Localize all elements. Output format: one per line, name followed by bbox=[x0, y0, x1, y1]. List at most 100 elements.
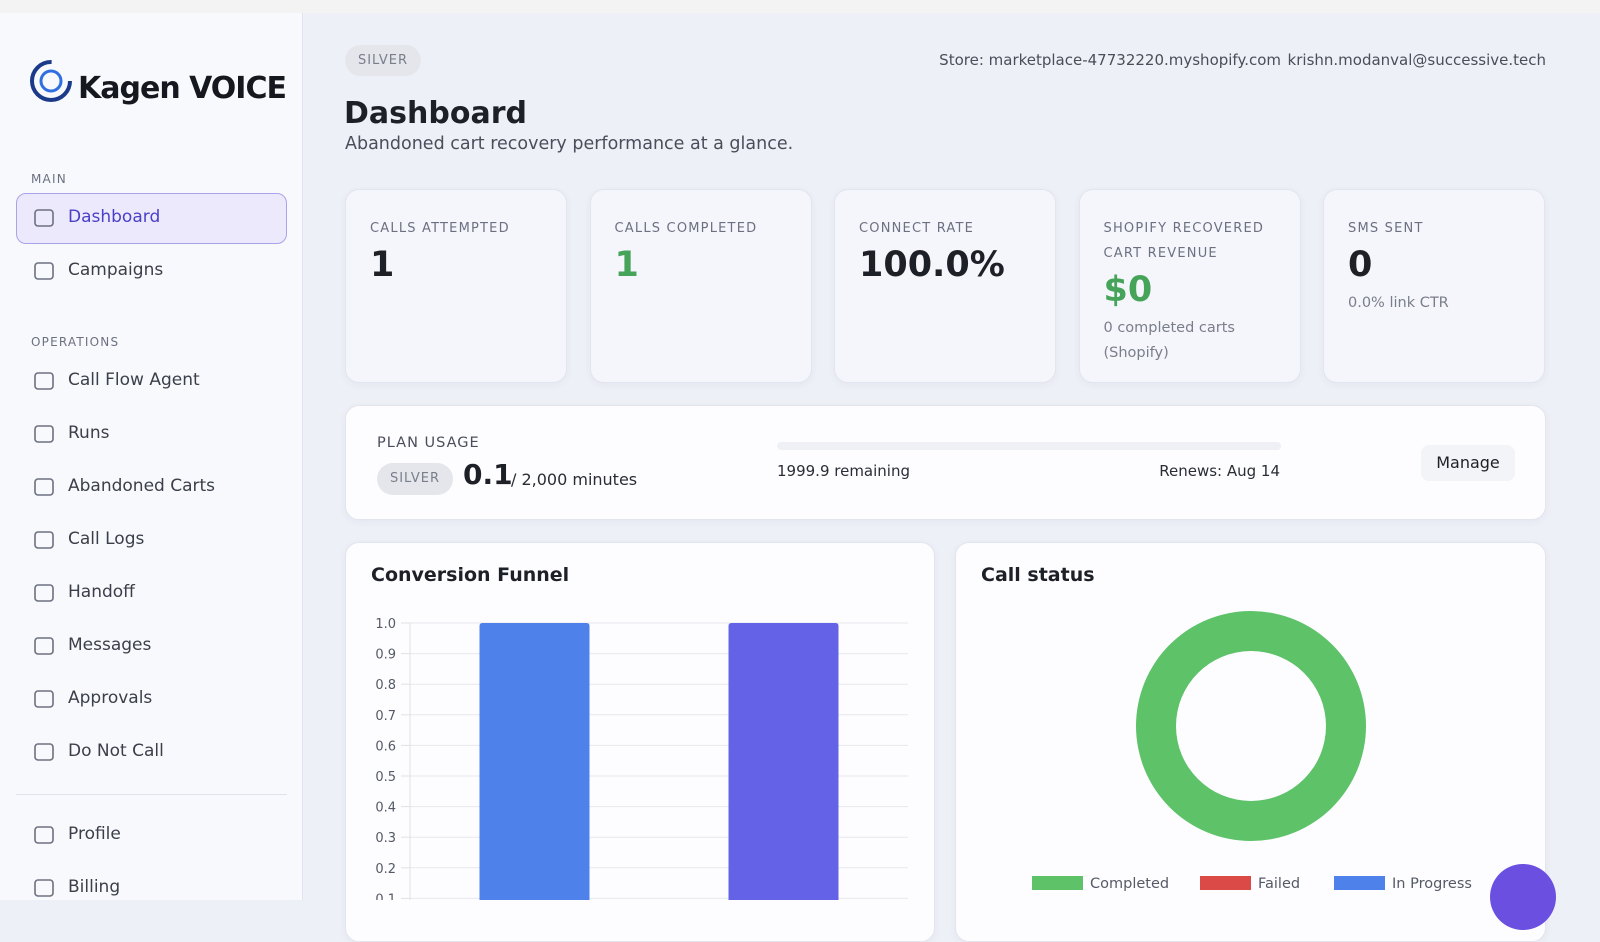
nav-item[interactable]: Handoff bbox=[68, 582, 135, 602]
nav-item[interactable]: Call Flow Agent bbox=[68, 370, 200, 390]
stat-note: 0 completed carts (Shopify) bbox=[1103, 320, 1235, 361]
nav-item[interactable]: Messages bbox=[68, 635, 152, 655]
nav-item[interactable]: Dashboard bbox=[68, 207, 161, 227]
plan-usage-title: PLAN USAGE bbox=[377, 435, 480, 451]
y-tick-label: 0.4 bbox=[375, 801, 396, 816]
nav-item[interactable]: Call Logs bbox=[68, 529, 145, 549]
nav-icon bbox=[34, 262, 54, 280]
plan-usage-card: PLAN USAGE SILVER 0.1 / 2,000 minutes 19… bbox=[345, 405, 1546, 520]
y-tick-label: 0.6 bbox=[375, 739, 396, 754]
legend-label: Failed bbox=[1258, 876, 1300, 892]
nav-icon bbox=[34, 425, 54, 443]
icon-shape bbox=[34, 879, 54, 897]
stat-card: CALLS COMPLETED 1 bbox=[589, 189, 812, 383]
y-tick-label: 0.8 bbox=[375, 678, 396, 693]
top-strip bbox=[0, 0, 1600, 13]
stat-value: $0 bbox=[1103, 270, 1153, 310]
logo-icon bbox=[30, 60, 72, 102]
legend-swatch bbox=[1334, 876, 1385, 890]
nav-item[interactable]: Runs bbox=[68, 423, 110, 443]
stat-label: SHOPIFY RECOVERED CART REVENUE bbox=[1103, 221, 1265, 261]
nav-item[interactable]: Approvals bbox=[68, 688, 153, 708]
usage-track bbox=[777, 442, 1281, 450]
nav-icon bbox=[34, 879, 54, 897]
stat-note: 0.0% link CTR bbox=[1348, 295, 1449, 311]
sidebar: Kagen VOICE MAIN Dashboard Campaigns OPERAT… bbox=[0, 13, 303, 900]
stat-value: 0 bbox=[1348, 245, 1373, 285]
stat-label: CALLS ATTEMPTED bbox=[370, 221, 510, 236]
stat-card: SMS SENT 0 0.0% link CTR bbox=[1323, 189, 1545, 383]
icon-shape bbox=[34, 262, 54, 280]
icon-shape bbox=[34, 743, 54, 761]
nav-icon bbox=[34, 826, 54, 844]
logo: Kagen VOICE bbox=[78, 71, 287, 106]
stat-card: CALLS ATTEMPTED 1 bbox=[345, 189, 567, 383]
icon-shape bbox=[34, 425, 54, 443]
nav-item[interactable]: Abandoned Carts bbox=[68, 476, 216, 496]
nav-icon bbox=[34, 584, 54, 602]
stat-value: 1 bbox=[614, 245, 639, 285]
pie-slice bbox=[1136, 611, 1366, 841]
nav-divider bbox=[16, 794, 287, 795]
legend-label: In Progress bbox=[1392, 876, 1472, 892]
y-tick-label: 0.9 bbox=[375, 648, 396, 663]
bar bbox=[728, 623, 839, 900]
nav-icon bbox=[34, 478, 54, 496]
icon-shape bbox=[34, 478, 54, 496]
plan-badge: SILVER bbox=[345, 45, 421, 76]
store-domain: Store: marketplace-47732220.myshopify.co… bbox=[939, 51, 1281, 69]
y-tick-label: 0.7 bbox=[375, 709, 396, 724]
nav-item[interactable]: Do Not Call bbox=[68, 741, 164, 761]
legend-swatch bbox=[1032, 876, 1083, 890]
nav-icon bbox=[34, 690, 54, 708]
nav-icon bbox=[34, 637, 54, 655]
plan-badge: SILVER bbox=[377, 463, 453, 495]
nav-item[interactable]: Campaigns bbox=[68, 260, 164, 280]
y-tick-label: 1.0 bbox=[375, 617, 396, 632]
y-tick-label: 0.3 bbox=[375, 831, 396, 846]
nav-section-title: OPERATIONS bbox=[31, 335, 120, 349]
nav-icon bbox=[34, 743, 54, 761]
y-tick-label: 0.2 bbox=[375, 862, 396, 877]
user-email[interactable]: krishn.modanval@successive.tech bbox=[1287, 51, 1546, 69]
stat-label: CONNECT RATE bbox=[859, 221, 975, 236]
icon-shape bbox=[34, 531, 54, 549]
nav-icon bbox=[34, 209, 54, 227]
y-tick-label: 0.1 bbox=[375, 892, 396, 900]
stat-value: 100.0% bbox=[859, 245, 1005, 285]
minutes-limit: / 2,000 minutes bbox=[511, 470, 638, 489]
page-subtitle: Abandoned cart recovery performance at a… bbox=[345, 134, 794, 154]
y-tick-label: 0.5 bbox=[375, 770, 396, 785]
stat-label: SMS SENT bbox=[1348, 221, 1424, 236]
stat-card: SHOPIFY RECOVERED CART REVENUE $0 0 comple… bbox=[1078, 189, 1301, 383]
minutes-remaining: 1999.9 remaining bbox=[777, 462, 910, 480]
minutes-used: 0.1 bbox=[463, 458, 513, 491]
nav-section-title: MAIN bbox=[31, 172, 67, 186]
nav-item[interactable]: Profile bbox=[68, 824, 121, 844]
call-status-card bbox=[955, 542, 1546, 942]
icon-shape bbox=[34, 209, 54, 227]
renewal-date: Renews: Aug 14 bbox=[1159, 462, 1280, 480]
bar bbox=[479, 623, 590, 900]
stat-card: CONNECT RATE 100.0% bbox=[834, 189, 1056, 383]
icon-shape bbox=[34, 826, 54, 844]
icon-shape bbox=[34, 584, 54, 602]
stat-value: 1 bbox=[370, 245, 395, 285]
nav-icon bbox=[34, 372, 54, 390]
icon-shape bbox=[34, 372, 54, 390]
nav-active bbox=[16, 193, 287, 244]
nav-item[interactable]: Billing bbox=[68, 877, 121, 897]
stat-label: CALLS COMPLETED bbox=[614, 221, 758, 236]
chart-title: Conversion Funnel bbox=[371, 564, 569, 586]
nav-icon bbox=[34, 531, 54, 549]
chart-title: Call status bbox=[981, 564, 1095, 586]
manage-button[interactable]: Manage bbox=[1421, 445, 1515, 481]
page-title: Dashboard bbox=[344, 96, 527, 131]
chat-button[interactable] bbox=[1490, 864, 1556, 930]
icon-shape bbox=[34, 690, 54, 708]
legend-label: Completed bbox=[1090, 876, 1169, 892]
legend-swatch bbox=[1200, 876, 1251, 890]
icon-shape bbox=[34, 637, 54, 655]
charts: Conversion Funnel 0.1 0.2 0.3 0.4 0.5 0.6 0.7 0.… bbox=[371, 564, 1472, 900]
